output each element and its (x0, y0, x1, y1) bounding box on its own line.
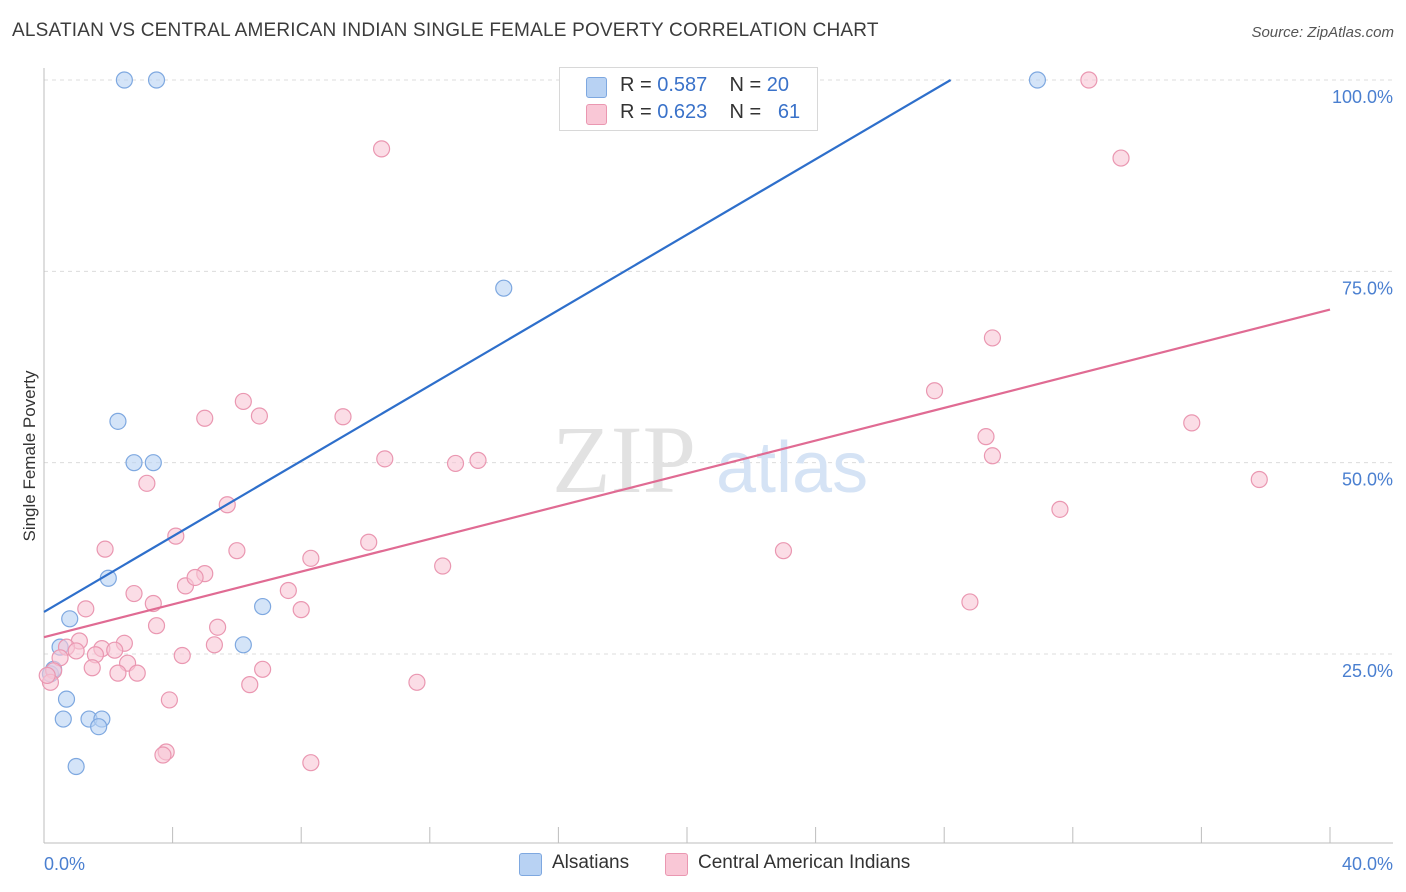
point-central-american-indian (1112, 149, 1130, 167)
point-central-american-indian (372, 140, 391, 158)
point-central-american-indian (925, 382, 944, 400)
point-central-american-indian (1183, 414, 1201, 432)
legend-swatch-pink (586, 104, 607, 125)
point-alsatian (67, 757, 85, 776)
watermark-zip: ZIP (552, 406, 696, 513)
source-note: Source: ZipAtlas.com (1251, 24, 1394, 41)
watermark: ZIP atlas (552, 406, 868, 513)
point-central-american-indian (67, 642, 85, 660)
point-central-american-indian (160, 691, 178, 709)
point-central-american-indian (1080, 71, 1098, 89)
point-central-american-indian (1250, 470, 1268, 489)
point-alsatian (147, 71, 166, 89)
y-axis-label: Single Female Poverty (20, 370, 39, 542)
trend-line-central-american-indians (43, 308, 1331, 639)
point-central-american-indian (38, 666, 56, 685)
point-alsatian (61, 610, 79, 628)
point-central-american-indian (250, 407, 269, 425)
legend-r-value: 0.587 (657, 74, 708, 96)
trend-lines (43, 79, 1331, 639)
point-central-american-indian (279, 581, 297, 600)
legend-swatch-blue (586, 77, 607, 98)
point-alsatian (144, 454, 162, 472)
point-alsatian (54, 710, 72, 728)
bottom-legend-label: Central American Indians (698, 852, 911, 873)
y-tick-label: 100.0% (1332, 87, 1393, 107)
bottom-legend-swatch-pink (665, 853, 688, 876)
legend-n-value: 20 (766, 74, 790, 96)
point-central-american-indian (302, 549, 320, 567)
y-tick-label: 25.0% (1342, 661, 1393, 681)
point-central-american-indian (241, 676, 259, 694)
point-central-american-indian (1051, 500, 1069, 518)
point-central-american-indian (106, 641, 124, 659)
point-central-american-indian (408, 673, 426, 691)
legend-r-label: R = (620, 74, 658, 96)
point-alsatian (495, 279, 513, 297)
y-tick-label: 75.0% (1342, 278, 1393, 298)
point-alsatian (234, 636, 252, 654)
y-tick-label: 50.0% (1342, 470, 1393, 490)
watermark-atlas: atlas (716, 428, 868, 508)
point-central-american-indian (983, 447, 1002, 465)
point-central-american-indian (109, 664, 127, 682)
point-central-american-indian (173, 646, 191, 665)
point-alsatian (125, 454, 143, 472)
trend-line-alsatians (43, 79, 952, 613)
point-central-american-indian (196, 409, 214, 427)
point-central-american-indian (774, 542, 793, 560)
gridlines (44, 79, 1393, 655)
point-central-american-indian (302, 754, 320, 772)
legend-n-label: N = (729, 101, 767, 123)
data-points (38, 71, 1268, 776)
point-central-american-indian (334, 408, 352, 426)
point-central-american-indian (128, 664, 146, 682)
point-central-american-indian (234, 392, 252, 411)
point-central-american-indian (147, 617, 166, 635)
point-central-american-indian (186, 568, 204, 587)
legend-n-label: N = (729, 74, 767, 96)
point-central-american-indian (254, 660, 272, 678)
axes (43, 68, 1393, 844)
point-central-american-indian (292, 601, 310, 619)
point-central-american-indian (360, 533, 378, 551)
tick-labels: 25.0% 50.0% 75.0% 100.0% 0.0% 40.0% (44, 87, 1393, 874)
point-central-american-indian (961, 593, 979, 611)
bottom-legend-label: Alsatians (552, 852, 630, 873)
point-central-american-indian (983, 329, 1002, 347)
point-central-american-indian (446, 454, 465, 473)
point-central-american-indian (83, 659, 101, 677)
point-central-american-indian (434, 557, 452, 575)
point-alsatian (1028, 71, 1047, 89)
chart-title: ALSATIAN VS CENTRAL AMERICAN INDIAN SING… (12, 20, 879, 41)
point-central-american-indian (209, 618, 227, 636)
correlation-legend: R = 0.587 N = 20 R = 0.623 N = 61 (559, 67, 818, 131)
point-central-american-indian (376, 450, 394, 468)
point-central-american-indian (96, 540, 114, 558)
legend-n-value: 61 (777, 101, 801, 123)
point-alsatian (254, 597, 272, 616)
point-central-american-indian (205, 636, 223, 654)
point-alsatian (57, 690, 76, 708)
bottom-legend-swatch-blue (519, 853, 542, 876)
point-central-american-indian (469, 451, 487, 469)
point-alsatian (109, 412, 127, 430)
point-central-american-indian (125, 584, 143, 603)
legend-r-value: 0.623 (657, 101, 708, 123)
point-central-american-indian (977, 428, 995, 446)
x-tick-label: 0.0% (44, 854, 85, 874)
x-tick-label: 40.0% (1342, 854, 1393, 874)
point-alsatian (90, 718, 108, 736)
point-alsatian (115, 71, 133, 89)
point-central-american-indian (138, 474, 156, 492)
point-central-american-indian (77, 600, 95, 618)
point-central-american-indian (228, 542, 246, 560)
point-central-american-indian (154, 746, 172, 764)
legend-r-label: R = (620, 101, 658, 123)
